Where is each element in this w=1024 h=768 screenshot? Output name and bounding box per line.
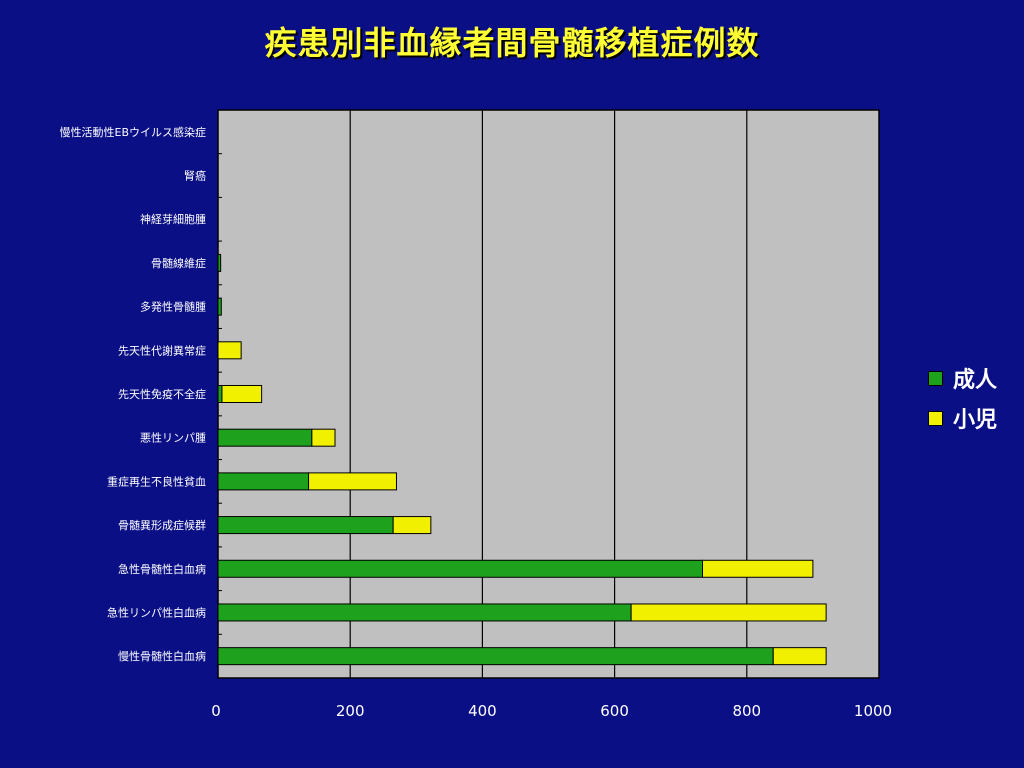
category-label: 慢性骨髄性白血病: [118, 649, 206, 663]
legend-swatch: [928, 410, 943, 426]
x-tick-label: 400: [468, 702, 497, 720]
plot-area: [217, 109, 880, 679]
bar-segment: [217, 472, 310, 491]
category-ticks: [218, 153, 222, 635]
legend-item: 小児: [928, 398, 997, 438]
category-label: 急性骨髄性白血病: [118, 562, 206, 576]
gridlines: [349, 110, 748, 678]
bar-segment: [308, 472, 397, 491]
category-label: 多発性骨髄腫: [140, 300, 206, 314]
bar-segment: [217, 559, 704, 578]
category-label: 骨髄線維症: [151, 256, 206, 270]
bar-segment: [221, 385, 263, 403]
bar-segment: [702, 559, 814, 578]
legend: 成人 小児: [928, 358, 997, 438]
bar-segment: [217, 428, 313, 447]
category-label: 悪性リンパ腫: [140, 431, 206, 445]
category-label: 重症再生不良性貧血: [107, 474, 206, 488]
legend-swatch: [928, 370, 943, 386]
bar-segment: [217, 516, 394, 535]
x-tick-label: 800: [732, 702, 761, 720]
category-label: 先天性代謝異常症: [118, 343, 206, 357]
chart-title: 疾患別非血縁者間骨髄移植症例数: [264, 24, 760, 62]
category-label: 骨髄異形成症候群: [118, 518, 206, 532]
x-tick-labels: 0 200 400 600 800 1000: [211, 702, 892, 720]
bar-segment: [392, 516, 432, 535]
bar-segment: [772, 647, 827, 666]
legend-item: 成人: [928, 358, 997, 398]
x-tick-label: 600: [600, 702, 629, 720]
category-label: 腎癌: [184, 169, 206, 183]
x-tick-label: 0: [211, 702, 221, 720]
bars: [217, 253, 827, 666]
bar-segment: [217, 385, 223, 403]
legend-label: 小児: [953, 408, 998, 433]
category-label: 先天性免疫不全症: [118, 387, 206, 401]
x-tick-label: 1000: [854, 702, 892, 720]
legend-label: 成人: [953, 368, 998, 393]
bar-segment: [630, 603, 827, 622]
bar-segment: [217, 253, 222, 272]
bar-segment: [217, 603, 632, 622]
bar-segment: [217, 297, 222, 316]
category-label: 慢性活動性EBウイルス感染症: [60, 125, 207, 139]
bar-segment: [311, 428, 336, 447]
bar-segment: [217, 341, 242, 360]
bar-segment: [217, 647, 774, 666]
x-tick-label: 200: [336, 702, 365, 720]
category-label: 神経芽細胞腫: [140, 212, 206, 226]
category-label: 急性リンパ性白血病: [107, 605, 206, 619]
